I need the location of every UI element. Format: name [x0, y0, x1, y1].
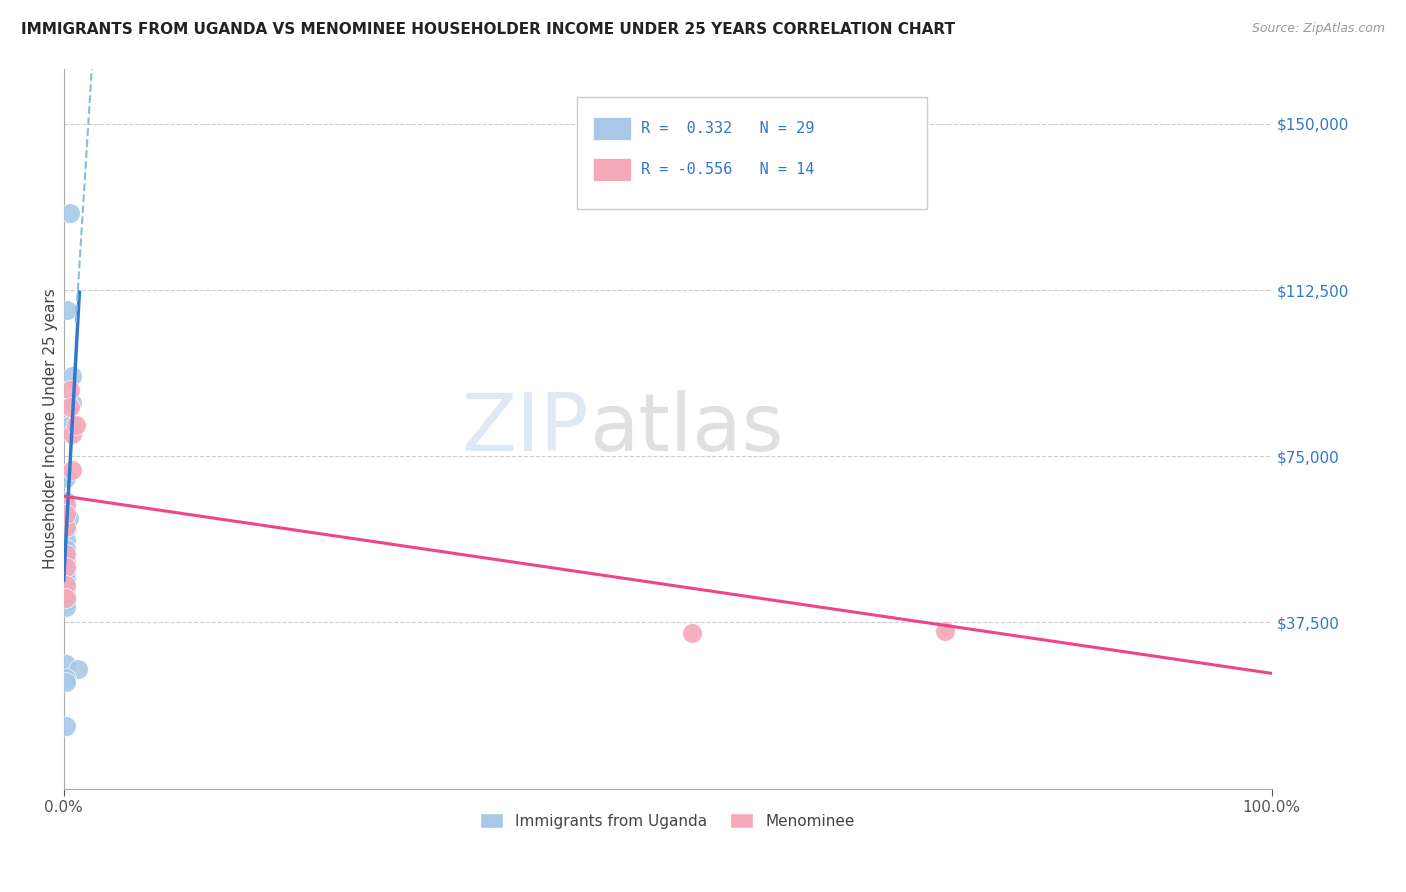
- Point: [67, 662, 90, 676]
- Point: [60, 427, 83, 442]
- Point: [55, 586, 77, 600]
- Point: [55, 657, 77, 672]
- Point: [55, 671, 77, 685]
- Point: [65, 418, 87, 433]
- Point: [56, 303, 79, 318]
- Point: [55, 507, 77, 521]
- Point: [55, 675, 77, 690]
- FancyBboxPatch shape: [576, 97, 928, 209]
- Point: [55, 578, 77, 592]
- Point: [58, 511, 80, 525]
- FancyBboxPatch shape: [593, 158, 631, 181]
- Point: [55, 565, 77, 579]
- Point: [55, 719, 77, 733]
- Point: [55, 542, 77, 557]
- Text: R = -0.556   N = 14: R = -0.556 N = 14: [641, 161, 814, 177]
- Point: [55, 569, 77, 583]
- Point: [55, 493, 77, 508]
- Point: [55, 582, 77, 596]
- Point: [681, 626, 703, 640]
- Text: IMMIGRANTS FROM UGANDA VS MENOMINEE HOUSEHOLDER INCOME UNDER 25 YEARS CORRELATIO: IMMIGRANTS FROM UGANDA VS MENOMINEE HOUS…: [21, 22, 955, 37]
- Point: [55, 578, 77, 592]
- Point: [55, 471, 77, 485]
- Point: [55, 560, 77, 574]
- Y-axis label: Householder Income Under 25 years: Householder Income Under 25 years: [44, 288, 58, 569]
- Text: ZIP: ZIP: [461, 390, 589, 467]
- Point: [55, 498, 77, 512]
- Point: [934, 624, 956, 639]
- Point: [60, 462, 83, 476]
- Point: [55, 574, 77, 588]
- Point: [55, 507, 77, 521]
- Point: [55, 551, 77, 566]
- Point: [60, 369, 83, 384]
- Point: [55, 595, 77, 609]
- FancyBboxPatch shape: [593, 117, 631, 140]
- Text: Source: ZipAtlas.com: Source: ZipAtlas.com: [1251, 22, 1385, 36]
- Text: atlas: atlas: [589, 390, 783, 467]
- Point: [55, 560, 77, 574]
- Point: [55, 591, 77, 605]
- Text: R =  0.332   N = 29: R = 0.332 N = 29: [641, 120, 814, 136]
- Point: [59, 401, 82, 415]
- Point: [55, 533, 77, 548]
- Point: [59, 205, 82, 219]
- Legend: Immigrants from Uganda, Menominee: Immigrants from Uganda, Menominee: [474, 806, 860, 835]
- Point: [60, 396, 83, 410]
- Point: [55, 599, 77, 614]
- Point: [55, 520, 77, 534]
- Point: [59, 418, 82, 433]
- Point: [59, 383, 82, 397]
- Point: [55, 520, 77, 534]
- Point: [55, 591, 77, 605]
- Point: [55, 556, 77, 570]
- Point: [55, 547, 77, 561]
